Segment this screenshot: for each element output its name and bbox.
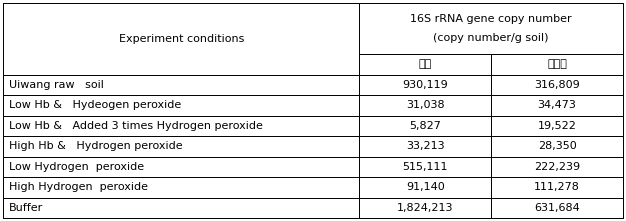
- Bar: [491, 116, 623, 136]
- Text: 31,038: 31,038: [406, 100, 444, 110]
- Bar: [359, 54, 491, 75]
- Text: (copy number/g soil): (copy number/g soil): [433, 33, 549, 43]
- Bar: [359, 75, 491, 95]
- Bar: [359, 136, 491, 156]
- Text: Low Hydrogen  peroxide: Low Hydrogen peroxide: [9, 162, 144, 172]
- Text: High Hb &   Hydrogen peroxide: High Hb & Hydrogen peroxide: [9, 141, 183, 151]
- Text: Uiwang raw   soil: Uiwang raw soil: [9, 80, 104, 90]
- Bar: [359, 116, 491, 136]
- Bar: [491, 136, 623, 156]
- Bar: [3, 3, 359, 75]
- Text: 91,140: 91,140: [406, 182, 444, 192]
- Bar: [359, 3, 623, 54]
- Bar: [359, 95, 491, 116]
- Bar: [491, 95, 623, 116]
- Text: 세균: 세균: [419, 59, 432, 69]
- Bar: [359, 156, 491, 177]
- Text: 930,119: 930,119: [403, 80, 448, 90]
- Bar: [491, 198, 623, 218]
- Text: 222,239: 222,239: [534, 162, 580, 172]
- Text: High Hydrogen  peroxide: High Hydrogen peroxide: [9, 182, 148, 192]
- Text: 316,809: 316,809: [534, 80, 580, 90]
- Bar: [491, 54, 623, 75]
- Text: 111,278: 111,278: [534, 182, 580, 192]
- Text: 34,473: 34,473: [538, 100, 577, 110]
- Bar: [491, 177, 623, 198]
- Text: 16S rRNA gene copy number: 16S rRNA gene copy number: [411, 14, 572, 24]
- Bar: [3, 116, 359, 136]
- Text: Low Hb &   Added 3 times Hydrogen peroxide: Low Hb & Added 3 times Hydrogen peroxide: [9, 121, 263, 131]
- Bar: [359, 177, 491, 198]
- Bar: [491, 156, 623, 177]
- Text: 515,111: 515,111: [403, 162, 448, 172]
- Text: Low Hb &   Hydeogen peroxide: Low Hb & Hydeogen peroxide: [9, 100, 182, 110]
- Text: 1,824,213: 1,824,213: [397, 203, 454, 213]
- Text: 5,827: 5,827: [409, 121, 441, 131]
- Text: 19,522: 19,522: [538, 121, 577, 131]
- Bar: [3, 156, 359, 177]
- Text: 28,350: 28,350: [538, 141, 577, 151]
- Bar: [359, 198, 491, 218]
- Bar: [3, 75, 359, 95]
- Bar: [3, 95, 359, 116]
- Bar: [3, 136, 359, 156]
- Text: 아케아: 아케아: [547, 59, 567, 69]
- Text: 631,684: 631,684: [534, 203, 580, 213]
- Bar: [491, 75, 623, 95]
- Bar: [3, 177, 359, 198]
- Text: Buffer: Buffer: [9, 203, 43, 213]
- Bar: [3, 198, 359, 218]
- Text: 33,213: 33,213: [406, 141, 444, 151]
- Text: Experiment conditions: Experiment conditions: [118, 34, 244, 44]
